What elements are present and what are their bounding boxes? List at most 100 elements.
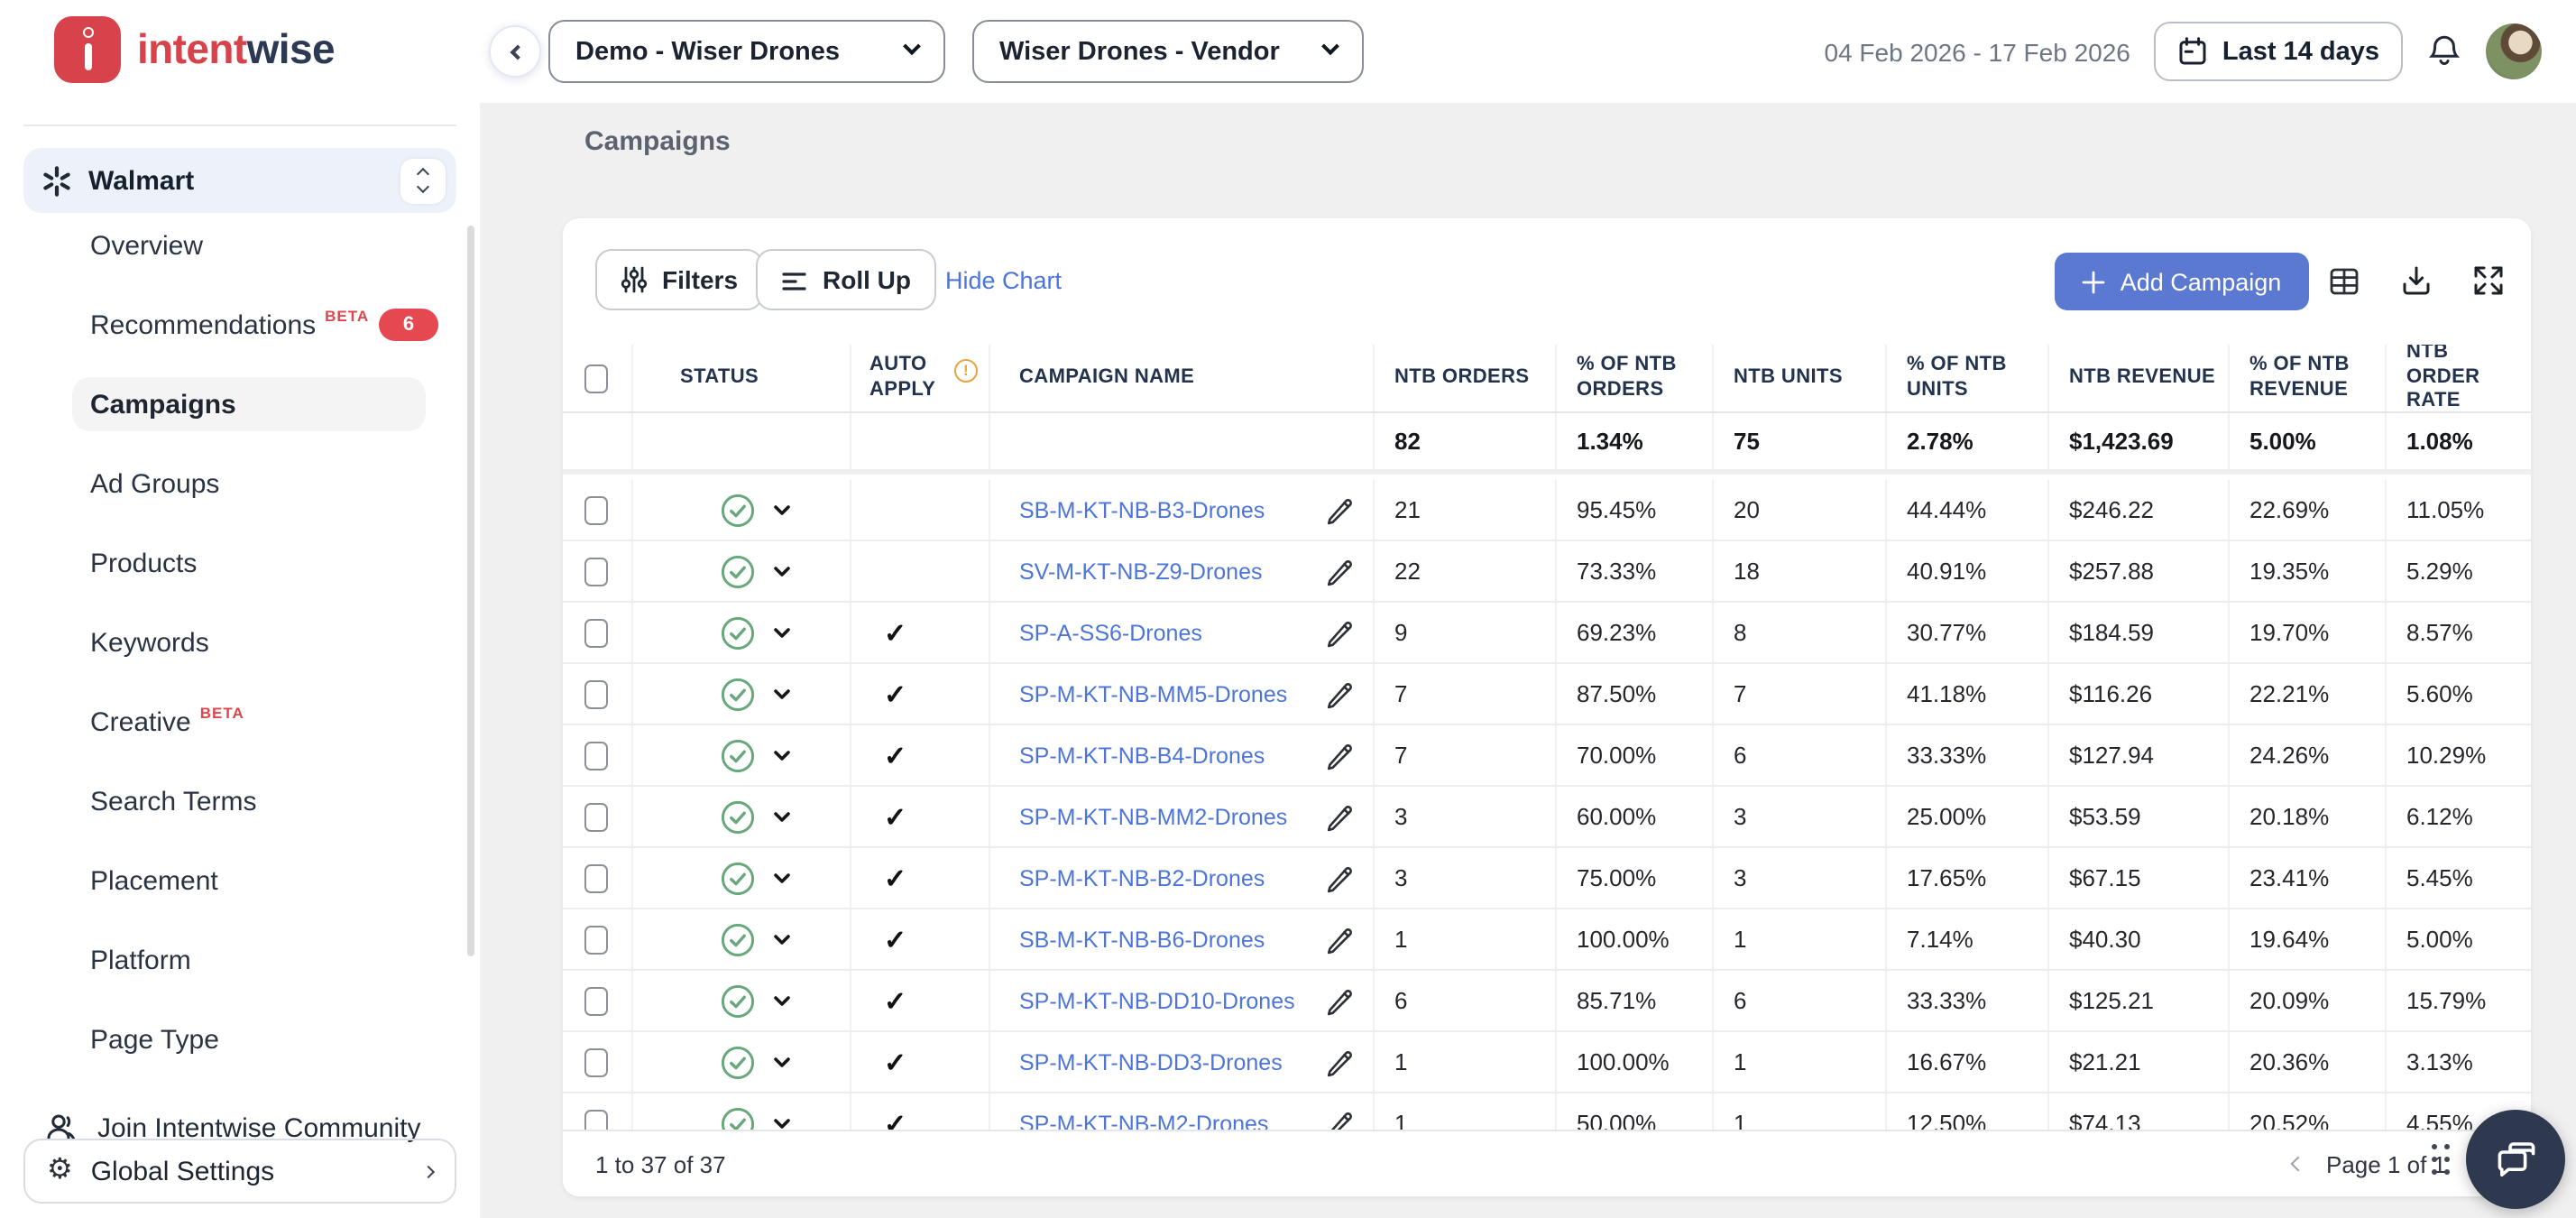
sidebar-item-global-settings[interactable]: ⚙ Global Settings [23, 1139, 456, 1204]
status-caret-icon[interactable] [774, 1057, 790, 1067]
status-caret-icon[interactable] [774, 934, 790, 945]
status-caret-icon[interactable] [774, 872, 790, 883]
campaign-link[interactable]: SP-M-KT-NB-B4-Drones [1019, 743, 1265, 768]
status-caret-icon[interactable] [774, 627, 790, 638]
status-enabled-icon[interactable] [720, 1105, 756, 1130]
status-enabled-icon[interactable] [720, 614, 756, 651]
edit-icon[interactable] [1324, 1108, 1355, 1130]
column-header-pct-ntb-revenue[interactable]: % OF NTB REVENUE [2230, 345, 2387, 411]
status-enabled-icon[interactable] [720, 983, 756, 1019]
chat-widget-button[interactable] [2466, 1110, 2565, 1209]
status-caret-icon[interactable] [774, 566, 790, 577]
edit-icon[interactable] [1324, 863, 1355, 893]
campaign-link[interactable]: SP-M-KT-NB-MM5-Drones [1019, 681, 1288, 706]
profile-select[interactable]: Demo - Wiser Drones [548, 20, 945, 83]
previous-page-icon[interactable] [2289, 1156, 2305, 1172]
select-all-checkbox[interactable] [584, 364, 608, 392]
campaign-link[interactable]: SP-M-KT-NB-MM2-Drones [1019, 804, 1288, 829]
row-checkbox[interactable] [584, 986, 608, 1015]
row-checkbox[interactable] [584, 802, 608, 831]
status-enabled-icon[interactable] [720, 737, 756, 773]
auto-apply-info-icon[interactable]: ! [954, 359, 978, 383]
campaign-link[interactable]: SV-M-KT-NB-Z9-Drones [1019, 558, 1263, 584]
campaign-link[interactable]: SB-M-KT-NB-B3-Drones [1019, 497, 1265, 522]
column-header-pct-ntb-units[interactable]: % OF NTB UNITS [1887, 345, 2049, 411]
status-caret-icon[interactable] [774, 811, 790, 822]
campaign-link[interactable]: SP-M-KT-NB-M2-Drones [1019, 1111, 1269, 1130]
sidebar-item-community[interactable]: Join Intentwise Community [45, 1112, 421, 1144]
column-header-pct-ntb-orders[interactable]: % OF NTB ORDERS [1557, 345, 1714, 411]
hide-chart-link[interactable]: Hide Chart [945, 267, 1063, 294]
widget-drag-handle-icon[interactable] [2432, 1144, 2453, 1176]
sidebar-item-overview[interactable]: Overview [23, 206, 456, 285]
campaign-link[interactable]: SB-M-KT-NB-B6-Drones [1019, 927, 1265, 952]
user-avatar[interactable] [2486, 23, 2542, 79]
status-enabled-icon[interactable] [720, 860, 756, 896]
edit-icon[interactable] [1324, 556, 1355, 586]
rollup-button[interactable]: Roll Up [756, 249, 936, 310]
row-checkbox[interactable] [584, 618, 608, 647]
sidebar-item-creative[interactable]: Creative BETA [23, 682, 456, 761]
campaign-link[interactable]: SP-M-KT-NB-B2-Drones [1019, 865, 1265, 890]
sidebar-item-page-type[interactable]: Page Type [23, 1000, 456, 1079]
row-checkbox[interactable] [584, 925, 608, 954]
status-enabled-icon[interactable] [720, 798, 756, 835]
status-caret-icon[interactable] [774, 504, 790, 515]
account-switcher-toggle[interactable] [400, 158, 446, 203]
sidebar-item-search-terms[interactable]: Search Terms [23, 761, 456, 841]
sidebar-item-products[interactable]: Products [23, 523, 456, 603]
status-enabled-icon[interactable] [720, 676, 756, 712]
row-checkbox[interactable] [584, 557, 608, 586]
edit-icon[interactable] [1324, 678, 1355, 709]
status-enabled-icon[interactable] [720, 921, 756, 957]
sidebar-collapse-button[interactable] [489, 25, 541, 78]
edit-icon[interactable] [1324, 985, 1355, 1016]
expand-fullscreen-icon[interactable] [2471, 263, 2506, 298]
column-header-status[interactable]: STATUS [633, 345, 851, 411]
account-selector[interactable]: Walmart [23, 148, 456, 213]
add-campaign-button[interactable]: Add Campaign [2055, 253, 2309, 310]
sidebar-item-placement[interactable]: Placement [23, 841, 456, 920]
campaign-link[interactable]: SP-M-KT-NB-DD10-Drones [1019, 988, 1295, 1013]
status-enabled-icon[interactable] [720, 1044, 756, 1080]
row-checkbox[interactable] [584, 1047, 608, 1076]
edit-icon[interactable] [1324, 740, 1355, 770]
status-caret-icon[interactable] [774, 750, 790, 761]
account-select[interactable]: Wiser Drones - Vendor [972, 20, 1364, 83]
edit-icon[interactable] [1324, 1047, 1355, 1077]
column-header-ntb-revenue[interactable]: NTB REVENUE [2049, 345, 2230, 411]
edit-icon[interactable] [1324, 617, 1355, 648]
row-checkbox[interactable] [584, 863, 608, 892]
date-picker-button[interactable]: Last 14 days [2153, 22, 2403, 81]
sidebar-item-ad-groups[interactable]: Ad Groups [23, 444, 456, 523]
row-checkbox[interactable] [584, 1109, 608, 1130]
row-checkbox[interactable] [584, 741, 608, 770]
edit-icon[interactable] [1324, 924, 1355, 955]
edit-icon[interactable] [1324, 494, 1355, 525]
column-header-campaign-name[interactable]: CAMPAIGN NAME [990, 345, 1375, 411]
status-caret-icon[interactable] [774, 1118, 790, 1129]
column-header-ntb-units[interactable]: NTB UNITS [1714, 345, 1887, 411]
sidebar-item-platform[interactable]: Platform [23, 920, 456, 1000]
column-header-auto-apply[interactable]: AUTO APPLY! [851, 345, 990, 411]
brand-logo[interactable]: intentwise [54, 16, 336, 83]
campaign-link[interactable]: SP-A-SS6-Drones [1019, 620, 1202, 645]
filters-button[interactable]: Filters [595, 249, 764, 310]
sidebar-item-recommendations[interactable]: Recommendations BETA 6 [23, 285, 456, 364]
column-header-ntb-order-rate[interactable]: NTB ORDER RATE [2406, 345, 2480, 411]
sidebar-scrollbar[interactable] [467, 226, 474, 956]
status-enabled-icon[interactable] [720, 492, 756, 528]
sidebar-item-campaigns[interactable]: Campaigns [72, 377, 426, 431]
status-enabled-icon[interactable] [720, 553, 756, 589]
row-checkbox[interactable] [584, 495, 608, 524]
download-icon[interactable] [2399, 263, 2433, 298]
campaign-link[interactable]: SP-M-KT-NB-DD3-Drones [1019, 1049, 1283, 1075]
status-caret-icon[interactable] [774, 688, 790, 699]
sidebar-item-keywords[interactable]: Keywords [23, 603, 456, 682]
column-settings-grid-icon[interactable] [2327, 264, 2361, 297]
status-caret-icon[interactable] [774, 995, 790, 1006]
row-checkbox[interactable] [584, 679, 608, 708]
column-header-ntb-orders[interactable]: NTB ORDERS [1375, 345, 1557, 411]
notifications-bell-icon[interactable] [2426, 32, 2462, 70]
edit-icon[interactable] [1324, 801, 1355, 832]
